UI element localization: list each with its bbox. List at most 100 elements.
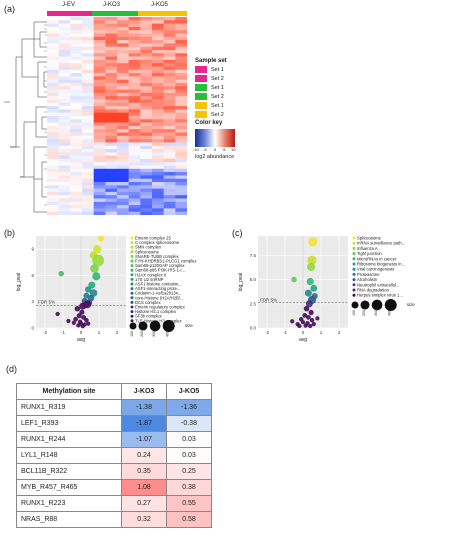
heatmap-cell	[140, 142, 153, 146]
heatmap-cell	[58, 36, 71, 41]
heatmap-cell	[140, 109, 153, 113]
heatmap-cell	[82, 155, 94, 160]
legend-label: core-Histone (H2A/H2B/...	[135, 295, 183, 300]
legend-label: Herpes simplex virus 1...	[357, 293, 403, 298]
heatmap-cell	[70, 178, 83, 183]
heatmap-cell	[128, 63, 141, 67]
group-bar-jko5: J-KO5	[138, 2, 187, 17]
heatmap-cell	[70, 36, 83, 41]
heatmap-cell	[117, 149, 129, 153]
heatmap-cell	[82, 43, 94, 47]
heatmap-cell	[105, 112, 118, 117]
heatmap-cell	[47, 119, 59, 123]
color-key-gradient	[195, 129, 235, 147]
heatmap-cell	[128, 158, 141, 163]
heatmap-cell	[128, 59, 141, 64]
heatmap-cell	[58, 168, 71, 173]
heatmap-cell	[93, 36, 106, 41]
heatmap-cell	[128, 168, 141, 173]
heatmap-cell	[58, 86, 71, 90]
heatmap-cell	[70, 26, 83, 31]
heatmap-cell	[163, 129, 176, 133]
heatmap-cell	[70, 79, 83, 84]
heatmap-cell	[93, 106, 106, 110]
heatmap-cell	[82, 191, 94, 196]
heatmap-cell	[175, 109, 187, 113]
heatmap-cell	[70, 112, 83, 117]
heatmap-cell	[163, 59, 176, 64]
legend-label: RNA degradation	[357, 288, 390, 293]
heatmap-cell	[152, 168, 164, 173]
heatmap-cell	[47, 23, 59, 28]
heatmap-cell	[70, 129, 83, 133]
heatmap-cell	[163, 23, 176, 28]
data-point	[303, 323, 308, 328]
heatmap-cell	[152, 36, 164, 41]
heatmap-cell	[93, 162, 106, 166]
heatmap-cell	[47, 129, 59, 133]
jko5-value-cell: 0.58	[166, 511, 212, 528]
heatmap-cell	[128, 135, 141, 140]
heatmap-cell	[175, 20, 187, 24]
heatmap-cell	[117, 109, 129, 113]
heatmap-cell	[128, 125, 141, 130]
heatmap-cell	[175, 53, 187, 57]
heatmap-cell	[140, 79, 153, 84]
heatmap-cell	[58, 185, 71, 189]
heatmap-cell	[105, 198, 118, 203]
heatmap-cell	[105, 129, 118, 133]
heatmap-cell	[152, 139, 164, 143]
heatmap-cell	[105, 79, 118, 84]
heatmap-cell	[152, 135, 164, 140]
heatmap-cell	[58, 17, 71, 21]
data-point	[302, 313, 308, 318]
legend-marker	[130, 287, 134, 291]
heatmap-cell	[163, 205, 176, 209]
jko5-value-cell: 0.03	[166, 447, 212, 464]
heatmap-cell	[105, 89, 118, 94]
heatmap-cell	[47, 43, 59, 47]
heatmap-cell	[140, 145, 153, 150]
methylation-site-cell: RUNX1_R244	[16, 431, 122, 448]
heatmap-cell	[47, 17, 59, 21]
jko3-value-cell: -1.07	[121, 431, 167, 448]
data-point	[74, 305, 81, 312]
legend-label: Proteasome	[357, 272, 380, 277]
heatmap-cell	[163, 208, 176, 212]
jko3-value-cell: 1.08	[121, 479, 167, 496]
heatmap-cell	[152, 23, 164, 28]
x-tick-label: -1	[283, 330, 287, 335]
heatmap-cell	[82, 73, 94, 77]
heatmap-cell	[152, 30, 164, 34]
heatmap-cell	[140, 116, 153, 120]
heatmap-cell	[58, 178, 71, 183]
y-tick-label: 0	[31, 326, 34, 331]
heatmap-cell	[163, 201, 176, 206]
size-legend-tick: 100	[352, 310, 356, 316]
heatmap-cell	[47, 33, 59, 38]
heatmap-cell	[175, 158, 187, 163]
heatmap-cell	[140, 99, 153, 104]
legend-marker	[352, 257, 356, 261]
heatmap-cell	[117, 122, 129, 127]
heatmap-cell	[152, 40, 164, 44]
heatmap-cell	[105, 63, 118, 67]
sample-set-label: Set 1	[211, 102, 224, 109]
table-row: RUNX1_R244 -1.07 0.03	[16, 431, 212, 448]
size-legend-marker	[138, 321, 148, 331]
heatmap-cell	[58, 182, 71, 186]
legend-marker	[130, 264, 134, 268]
heatmap-cell	[128, 46, 141, 51]
heatmap-cell	[117, 139, 129, 143]
jko5-value-cell: -1.36	[166, 399, 212, 416]
group-label-jev: J-EV	[61, 2, 77, 8]
heatmap-cell	[70, 89, 83, 94]
heatmap-cell	[105, 83, 118, 87]
heatmap-cell	[140, 83, 153, 87]
sample-set-item: Set 1	[195, 66, 255, 73]
heatmap-cell	[70, 40, 83, 44]
heatmap-cell	[93, 43, 106, 47]
heatmap-cell	[47, 195, 59, 199]
methylation-site-cell: RUNX1_R319	[16, 399, 122, 416]
heatmap-cell	[140, 191, 153, 196]
